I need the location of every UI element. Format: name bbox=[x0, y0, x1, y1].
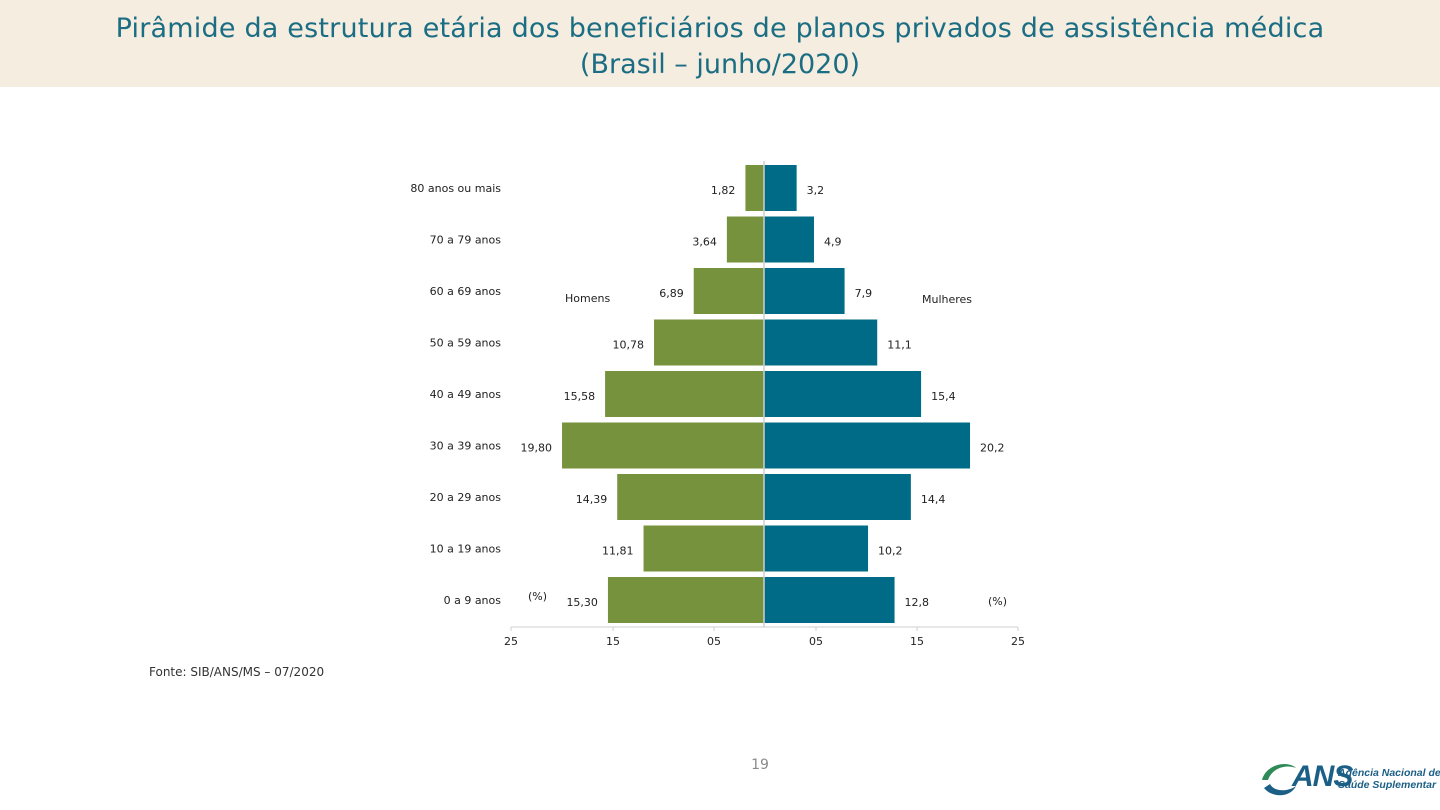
x-tick-label: 25 bbox=[504, 635, 518, 648]
data-label-women: 12,8 bbox=[905, 596, 930, 609]
bar-men bbox=[726, 216, 764, 263]
bar-women bbox=[764, 371, 922, 417]
page-number: 19 bbox=[751, 757, 769, 773]
x-tick-label: 05 bbox=[809, 635, 823, 648]
bar-men bbox=[745, 165, 764, 211]
ans-logo: ANS Agência Nacional de Saúde Suplementa… bbox=[1258, 758, 1440, 800]
bar-women bbox=[764, 319, 878, 366]
data-label-men: 15,30 bbox=[566, 596, 598, 609]
logo-acronym: ANS bbox=[1292, 760, 1353, 793]
unit-label-right: (%) bbox=[988, 595, 1007, 608]
unit-label-left: (%) bbox=[528, 590, 547, 603]
data-label-men: 3,64 bbox=[692, 236, 717, 249]
data-label-men: 11,81 bbox=[602, 545, 634, 558]
data-label-men: 19,80 bbox=[521, 442, 553, 455]
data-label-women: 7,9 bbox=[855, 287, 873, 300]
bar-men bbox=[607, 577, 764, 623]
bar-women bbox=[764, 474, 911, 520]
bar-women bbox=[764, 525, 869, 572]
ans-swoosh-icon bbox=[1262, 764, 1296, 796]
data-label-women: 20,2 bbox=[980, 442, 1005, 455]
category-label: 50 a 59 anos bbox=[430, 337, 502, 350]
category-label: 20 a 29 anos bbox=[430, 491, 502, 504]
category-label: 40 a 49 anos bbox=[430, 388, 502, 401]
bar-women bbox=[764, 422, 971, 469]
data-label-men: 1,82 bbox=[711, 184, 736, 197]
x-tick-label: 15 bbox=[910, 635, 924, 648]
data-label-women: 3,2 bbox=[807, 184, 825, 197]
page-subtitle: (Brasil – junho/2020) bbox=[579, 49, 861, 80]
bar-women bbox=[764, 577, 895, 623]
source-note: Fonte: SIB/ANS/MS – 07/2020 bbox=[149, 665, 325, 679]
bar-men bbox=[617, 474, 764, 520]
logo-org-line2: Saúde Suplementar bbox=[1338, 779, 1437, 791]
category-label: 60 a 69 anos bbox=[430, 285, 502, 298]
category-label: 30 a 39 anos bbox=[430, 440, 502, 453]
page-title: Pirâmide da estrutura etária dos benefic… bbox=[115, 13, 1325, 44]
data-label-men: 10,78 bbox=[613, 339, 645, 352]
bar-women bbox=[764, 268, 845, 314]
series-label-women: Mulheres bbox=[922, 293, 972, 306]
bar-men bbox=[562, 422, 764, 469]
bar-men bbox=[693, 268, 764, 314]
data-label-men: 14,39 bbox=[576, 493, 608, 506]
title-band: Pirâmide da estrutura etária dos benefic… bbox=[0, 0, 1440, 87]
category-label: 70 a 79 anos bbox=[430, 234, 502, 247]
data-label-women: 15,4 bbox=[931, 390, 956, 403]
bar-women bbox=[764, 216, 814, 263]
logo-org-line1: Agência Nacional de bbox=[1338, 767, 1440, 779]
bar-men bbox=[643, 525, 764, 572]
data-label-men: 6,89 bbox=[659, 287, 684, 300]
data-label-women: 4,9 bbox=[824, 236, 842, 249]
data-label-women: 14,4 bbox=[921, 493, 946, 506]
x-tick-label: 25 bbox=[1011, 635, 1025, 648]
bar-men bbox=[605, 371, 764, 417]
category-label: 10 a 19 anos bbox=[430, 543, 502, 556]
data-label-women: 10,2 bbox=[878, 545, 903, 558]
bar-men bbox=[654, 319, 764, 366]
category-label: 80 anos ou mais bbox=[410, 182, 501, 195]
data-label-men: 15,58 bbox=[564, 390, 596, 403]
series-label-men: Homens bbox=[565, 292, 610, 305]
x-tick-label: 05 bbox=[707, 635, 721, 648]
x-tick-label: 15 bbox=[606, 635, 620, 648]
data-label-women: 11,1 bbox=[887, 339, 912, 352]
bar-women bbox=[764, 165, 797, 211]
category-label: 0 a 9 anos bbox=[444, 594, 502, 607]
